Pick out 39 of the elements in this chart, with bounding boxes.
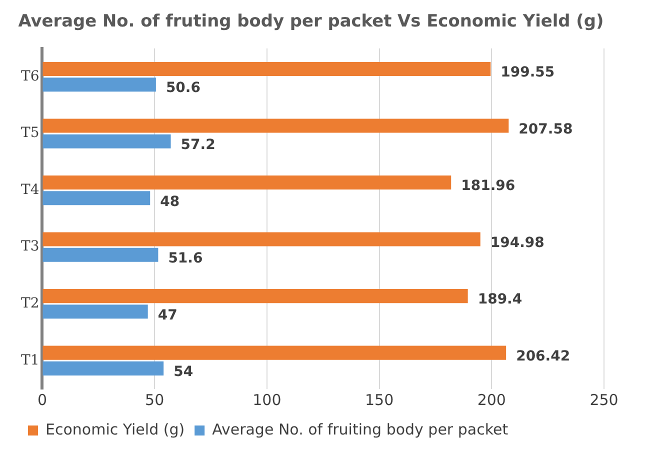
data-label: 194.98 xyxy=(490,234,544,251)
legend-label: Economic Yield (g) xyxy=(46,420,185,438)
data-label: 48 xyxy=(160,194,180,210)
data-label: 207.58 xyxy=(518,121,573,138)
data-label: 206.42 xyxy=(516,348,570,364)
y-tick-label: T4 xyxy=(20,182,40,198)
data-label: 181.96 xyxy=(461,178,516,194)
y-tick-label: T1 xyxy=(20,352,40,368)
data-label: 189.4 xyxy=(478,292,522,308)
bar xyxy=(42,232,480,246)
data-label: 47 xyxy=(158,307,178,324)
bar xyxy=(42,62,491,76)
data-label: 54 xyxy=(174,364,194,380)
data-label: 50.6 xyxy=(166,80,200,96)
legend-label: Average No. of fruiting body per packet xyxy=(212,420,508,438)
bar xyxy=(42,346,506,360)
chart-title: Average No. of fruting body per packet Vs Economic Yield (g) xyxy=(18,10,604,31)
y-tick-label: T6 xyxy=(20,68,40,84)
bar xyxy=(42,134,171,148)
bar xyxy=(42,78,156,92)
bar xyxy=(42,289,468,304)
x-tick-label: 100 xyxy=(252,390,282,409)
x-tick-label: 50 xyxy=(145,390,164,409)
bar xyxy=(42,191,150,206)
y-tick-label: T5 xyxy=(20,125,40,142)
data-label: 51.6 xyxy=(168,250,203,267)
bar xyxy=(42,361,164,376)
bar xyxy=(42,175,452,190)
data-label: 199.55 xyxy=(500,64,555,81)
x-tick-label: 200 xyxy=(477,390,506,409)
data-label: 57.2 xyxy=(180,136,216,153)
bar xyxy=(42,118,509,133)
x-tick-label: 0 xyxy=(37,390,48,409)
x-tick-label: 150 xyxy=(364,390,394,409)
y-tick-label: T2 xyxy=(20,295,40,312)
bar xyxy=(42,248,158,262)
y-tick-label: T3 xyxy=(20,238,40,255)
x-tick-label: 250 xyxy=(590,390,618,409)
bar xyxy=(42,304,148,319)
